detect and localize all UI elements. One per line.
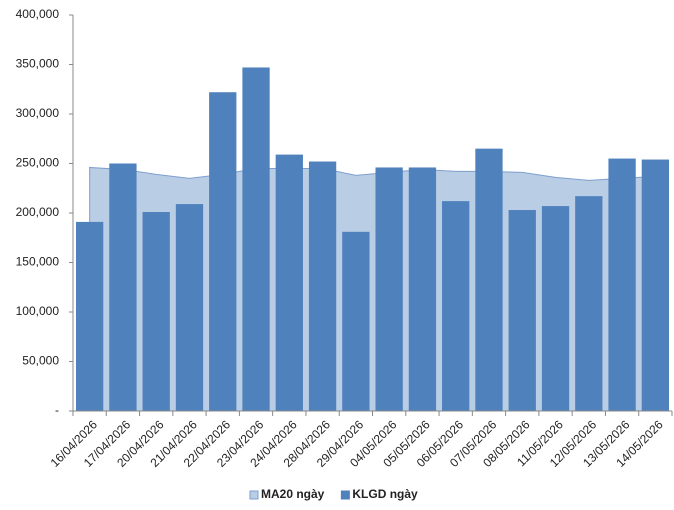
y-tick-label: 400,000 xyxy=(16,7,60,21)
bar xyxy=(375,167,403,411)
y-tick-label: 50,000 xyxy=(22,354,59,368)
bar xyxy=(342,231,370,411)
bar xyxy=(142,212,170,411)
bar xyxy=(508,210,536,411)
bar xyxy=(475,148,503,411)
y-tick-label: - xyxy=(55,403,59,417)
y-tick-label: 200,000 xyxy=(16,205,60,219)
bar xyxy=(209,92,237,411)
bar xyxy=(175,204,204,411)
bar xyxy=(575,196,603,411)
bar xyxy=(408,167,437,411)
bar xyxy=(242,67,270,411)
legend-label: MA20 ngày xyxy=(261,487,325,501)
bar xyxy=(308,161,337,411)
bar xyxy=(109,163,137,411)
bar xyxy=(608,158,636,411)
y-tick-label: 250,000 xyxy=(16,156,60,170)
bar xyxy=(275,154,303,411)
bar xyxy=(641,159,670,411)
y-tick-label: 350,000 xyxy=(16,57,60,71)
legend-label: KLGD ngày xyxy=(352,487,418,501)
area xyxy=(89,166,656,412)
bar xyxy=(75,221,104,411)
legend-swatch xyxy=(249,490,259,500)
y-tick-label: 300,000 xyxy=(16,106,60,120)
y-tick-label: 100,000 xyxy=(16,304,60,318)
bar xyxy=(442,201,470,411)
y-tick-label: 150,000 xyxy=(16,255,60,269)
bar xyxy=(541,206,570,411)
legend-swatch xyxy=(340,490,350,500)
